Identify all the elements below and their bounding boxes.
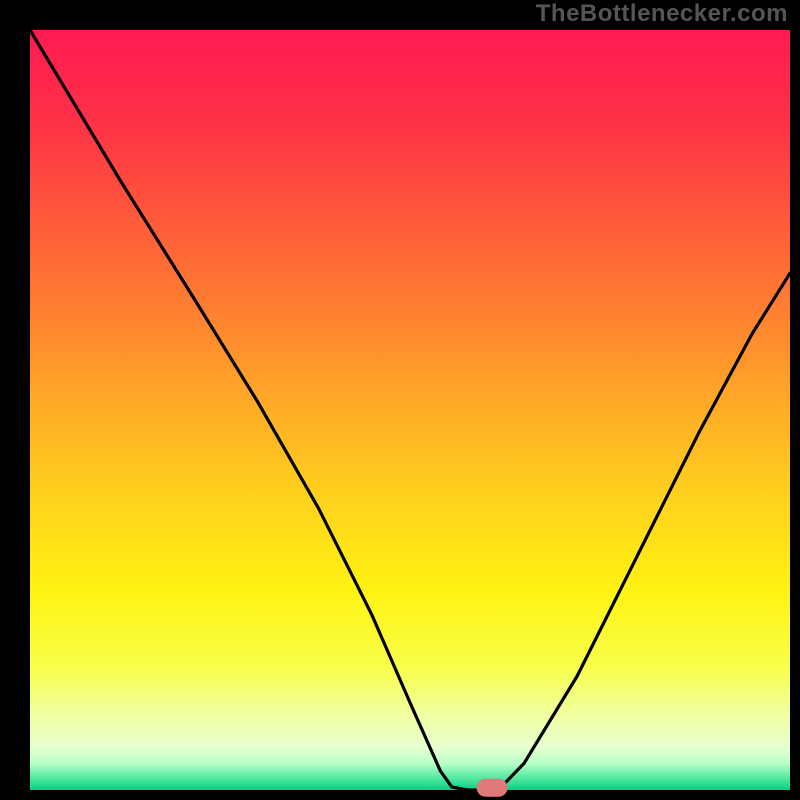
plot-area [30,30,790,790]
bottleneck-chart [0,0,800,800]
optimal-marker [477,779,508,797]
watermark-text: TheBottlenecker.com [536,0,788,28]
